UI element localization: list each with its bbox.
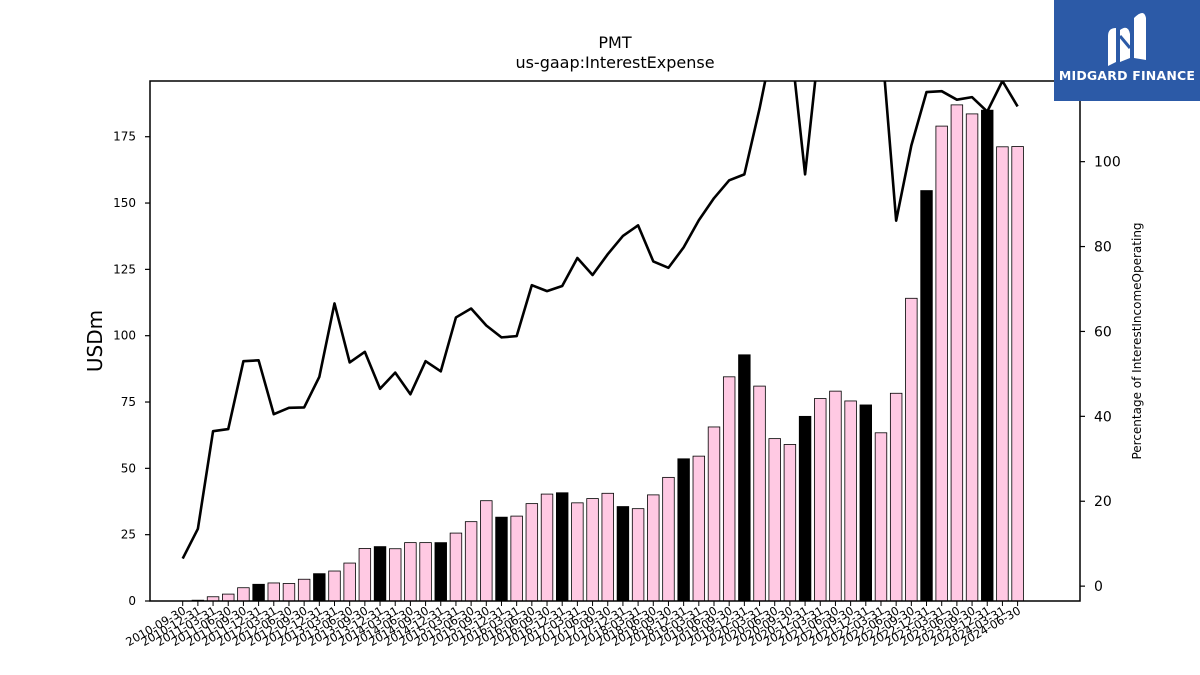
bar <box>798 415 812 602</box>
bar <box>783 444 797 602</box>
y2-tick-label: 40 <box>1094 409 1112 425</box>
y-tick-label: 50 <box>121 461 136 475</box>
logo-text: MIDGARD FINANCE <box>1058 68 1196 83</box>
bar <box>358 548 372 602</box>
bar <box>722 376 736 602</box>
bar <box>738 354 751 602</box>
bar <box>252 583 265 602</box>
bar <box>950 104 964 602</box>
bar <box>586 498 599 602</box>
bar <box>540 493 554 602</box>
y-tick-label: 75 <box>121 395 136 409</box>
bar <box>920 190 933 602</box>
y-tick-label: 175 <box>113 130 136 144</box>
bar <box>495 516 508 602</box>
bar <box>616 506 630 602</box>
bar <box>874 432 888 602</box>
bar <box>1011 146 1024 602</box>
bar <box>814 398 827 602</box>
bar <box>389 548 402 602</box>
bar <box>601 492 614 602</box>
bar-series <box>191 104 1024 602</box>
y-tick-label: 0 <box>128 594 136 608</box>
y-axis-label: USDm <box>83 310 107 372</box>
bar <box>373 546 387 602</box>
y-tick-label: 150 <box>113 196 136 210</box>
y2-tick-label: 80 <box>1094 240 1112 256</box>
bar <box>707 426 721 602</box>
y-tick-label: 125 <box>113 262 136 276</box>
y2-tick-label: 100 <box>1094 155 1121 171</box>
bar <box>297 578 311 602</box>
bar <box>768 438 781 602</box>
bar <box>434 542 447 602</box>
bar <box>449 532 463 602</box>
bar <box>571 502 584 602</box>
series-line <box>181 81 1019 560</box>
bar <box>844 400 857 602</box>
y2-tick-label: 0 <box>1094 579 1103 595</box>
logo: MIDGARD FINANCE <box>1054 0 1200 101</box>
y2-tick-label: 20 <box>1094 494 1112 510</box>
y-tick-label: 25 <box>121 528 136 542</box>
bar <box>556 492 569 602</box>
bar <box>267 582 280 602</box>
bar <box>889 392 903 602</box>
bar <box>282 583 296 602</box>
bar <box>647 494 660 602</box>
bar <box>753 385 766 602</box>
y2-tick-label: 60 <box>1094 324 1112 340</box>
y-tick-label: 100 <box>113 329 136 343</box>
chart-subtitle: us-gaap:InterestExpense <box>515 53 714 72</box>
bar <box>981 109 994 602</box>
bar <box>631 508 645 602</box>
y-axis: 0 25 50 75 100 125 150 175 <box>113 130 150 608</box>
bar <box>996 146 1009 602</box>
bar <box>464 521 478 602</box>
midgard-logo-icon <box>1108 13 1146 66</box>
bar <box>692 455 706 602</box>
bar <box>905 297 918 602</box>
bar <box>237 587 250 602</box>
bar <box>343 562 356 602</box>
bar <box>510 515 523 602</box>
bar <box>328 570 341 602</box>
bar <box>222 593 235 602</box>
line-series <box>181 81 1019 560</box>
x-axis: 2010-09-302010-12-312011-03-312011-06-30… <box>123 601 1023 649</box>
bar <box>829 390 842 602</box>
bar <box>677 458 690 602</box>
y2-axis: 0 20 40 60 80 100 <box>1080 155 1121 595</box>
bar <box>859 404 873 602</box>
plot-frame <box>149 80 1081 602</box>
bar <box>404 542 417 602</box>
chart-title: PMT <box>598 33 631 52</box>
bar <box>935 125 948 602</box>
bar <box>525 503 539 602</box>
y2-axis-label: Percentage of InterestIncomeOperating <box>1130 222 1144 459</box>
bar <box>662 476 675 602</box>
bar <box>480 500 493 602</box>
bar <box>419 542 432 602</box>
bar <box>313 573 326 602</box>
bar <box>965 113 979 602</box>
